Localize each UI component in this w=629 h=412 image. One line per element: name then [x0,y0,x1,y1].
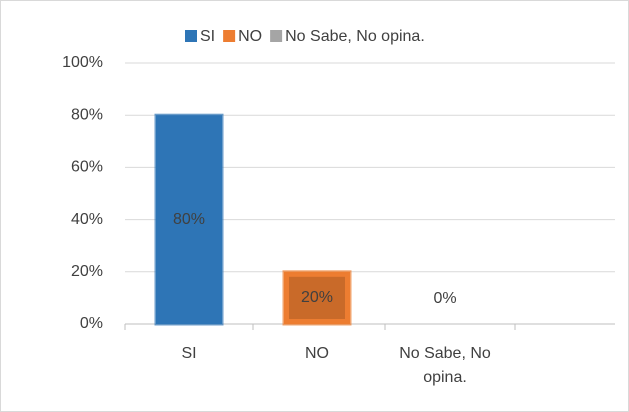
legend-swatch [270,30,283,42]
legend-swatch [185,30,197,42]
y-tick-label: 20% [71,263,103,280]
data-label: 20% [301,289,333,306]
legend-label: NO [238,28,262,45]
y-tick-label: 80% [71,106,103,123]
x-tick-label: NO [305,345,329,362]
y-tick-label: 0% [80,315,103,332]
bar [154,113,224,326]
legend-label: SI [200,28,215,45]
x-tick-label: SI [181,345,197,362]
bar-inner [289,276,345,319]
bar [282,270,352,326]
data-label: 0% [433,290,456,307]
y-tick-label: 40% [71,211,103,228]
legend-swatch [223,30,236,42]
y-tick-label: 100% [62,54,103,71]
data-label: 80% [173,211,205,228]
legend-label: No Sabe, No opina. [285,28,425,45]
y-tick-label: 60% [71,159,103,176]
x-tick-label: No Sabe, No opina. [399,345,491,386]
